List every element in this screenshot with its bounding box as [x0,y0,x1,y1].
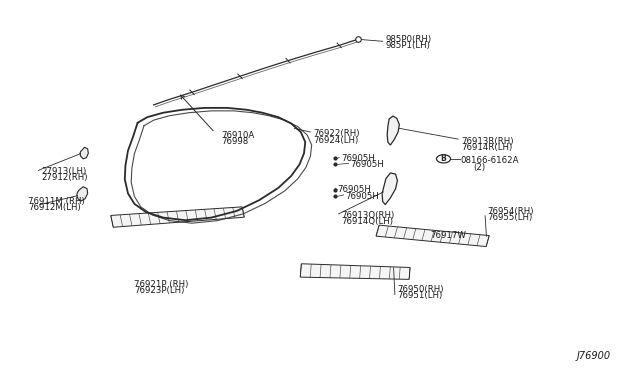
Text: 76954(RH): 76954(RH) [488,207,534,216]
Text: B: B [441,154,446,163]
Text: 27913(LH): 27913(LH) [41,167,86,176]
Text: (2): (2) [474,163,486,172]
Text: 76951(LH): 76951(LH) [397,291,442,300]
Text: 76924(LH): 76924(LH) [314,136,359,145]
Text: 76917W: 76917W [430,231,466,240]
Text: 76913Q(RH): 76913Q(RH) [341,211,394,219]
Text: 76905H: 76905H [351,160,385,169]
Text: 76912M(LH): 76912M(LH) [28,203,81,212]
Polygon shape [111,207,244,227]
Text: 985P1(LH): 985P1(LH) [386,41,431,50]
Polygon shape [80,147,88,159]
Polygon shape [376,225,489,247]
Text: 76910A: 76910A [221,131,254,140]
Text: 76923P(LH): 76923P(LH) [134,286,185,295]
Text: 27912(RH): 27912(RH) [41,173,88,182]
Text: 08166-6162A: 08166-6162A [461,156,519,165]
Text: 76905H: 76905H [337,185,371,194]
Text: 76998: 76998 [221,137,248,146]
Text: 76913R(RH): 76913R(RH) [461,137,513,146]
Text: 985P0(RH): 985P0(RH) [386,35,432,44]
Text: 76911M (RH): 76911M (RH) [28,197,85,206]
Text: 76922(RH): 76922(RH) [314,129,360,138]
Polygon shape [387,116,399,145]
Text: 76905H: 76905H [341,154,375,163]
Circle shape [436,155,451,163]
Text: J76900: J76900 [577,351,611,361]
Text: 76950(RH): 76950(RH) [397,285,444,294]
Text: 76914R(LH): 76914R(LH) [461,143,512,152]
Polygon shape [77,187,88,201]
Text: 76921P (RH): 76921P (RH) [134,280,189,289]
Text: 76914Q(LH): 76914Q(LH) [341,217,393,226]
Polygon shape [300,264,410,279]
Text: 76905H: 76905H [346,192,380,201]
Text: 76955(LH): 76955(LH) [488,213,533,222]
Polygon shape [382,173,397,205]
